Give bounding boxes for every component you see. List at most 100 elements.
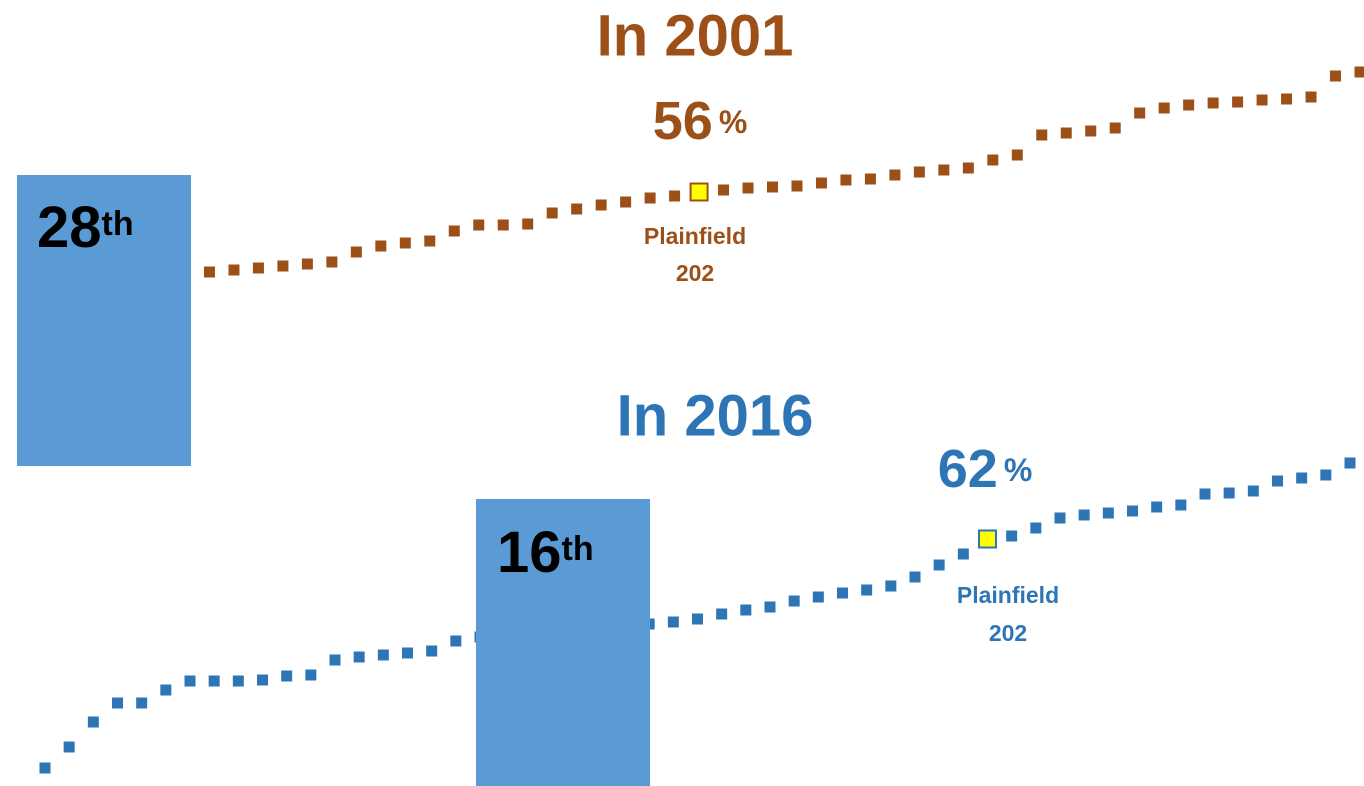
value-label: 62% xyxy=(938,439,1033,499)
rank-box xyxy=(17,175,191,466)
data-point xyxy=(257,674,268,686)
data-point xyxy=(326,256,338,268)
data-point xyxy=(1344,457,1356,469)
data-point xyxy=(718,184,730,196)
data-point xyxy=(1011,149,1023,161)
data-point xyxy=(522,218,534,230)
point-name: Plainfield xyxy=(957,582,1059,608)
data-point xyxy=(987,154,999,166)
data-point xyxy=(497,219,509,231)
data-point xyxy=(889,169,901,181)
data-point xyxy=(546,207,558,219)
data-point xyxy=(909,571,921,583)
data-point xyxy=(87,716,99,728)
data-point xyxy=(1199,488,1211,500)
data-point xyxy=(63,741,75,753)
data-point xyxy=(571,203,583,215)
data-point xyxy=(1060,127,1072,139)
rank-suffix: th xyxy=(102,205,134,243)
data-point xyxy=(1183,99,1195,111)
data-point xyxy=(742,182,754,194)
rank-number: 28 xyxy=(37,195,102,260)
data-point xyxy=(1296,472,1308,484)
data-point xyxy=(1247,485,1259,497)
data-point xyxy=(933,559,945,571)
data-point xyxy=(740,604,752,616)
data-point xyxy=(305,669,317,681)
data-point xyxy=(815,177,827,189)
data-point xyxy=(1078,509,1090,521)
data-point xyxy=(1036,129,1048,141)
data-point xyxy=(402,647,413,659)
data-point xyxy=(885,580,897,592)
data-point xyxy=(595,199,607,211)
data-point xyxy=(812,591,824,603)
data-point xyxy=(281,670,293,682)
data-point xyxy=(353,651,365,663)
data-point xyxy=(620,196,632,208)
data-point xyxy=(277,260,289,272)
data-point xyxy=(864,173,876,185)
highlight-point xyxy=(689,182,709,202)
data-point xyxy=(669,190,681,202)
data-point xyxy=(692,613,703,625)
data-point xyxy=(112,697,123,709)
data-point xyxy=(1030,522,1042,534)
point-id: 202 xyxy=(989,620,1027,646)
data-point xyxy=(1256,94,1268,106)
data-point xyxy=(1006,530,1018,542)
point-name: Plainfield xyxy=(644,223,746,249)
value-number: 56 xyxy=(653,91,713,151)
data-point xyxy=(1175,499,1187,511)
rank-box xyxy=(476,499,650,786)
data-point xyxy=(208,675,220,687)
data-point xyxy=(1305,91,1317,103)
data-point xyxy=(473,219,485,231)
data-point xyxy=(1109,122,1121,134)
data-point xyxy=(1281,93,1293,105)
data-point xyxy=(962,162,974,174)
data-point xyxy=(791,180,803,192)
rank-number: 16 xyxy=(497,520,562,585)
data-point xyxy=(1158,102,1170,114)
data-point xyxy=(39,762,51,774)
data-point xyxy=(228,264,240,276)
data-point xyxy=(1054,512,1066,524)
data-point xyxy=(788,595,800,607)
data-point xyxy=(840,174,852,186)
data-point xyxy=(1207,97,1219,109)
data-point xyxy=(667,616,679,628)
data-point xyxy=(232,675,244,687)
data-point xyxy=(1272,475,1283,487)
panel-title: In 2001 xyxy=(597,3,794,68)
data-point xyxy=(1134,107,1146,119)
data-point xyxy=(1354,66,1364,78)
data-point xyxy=(767,181,778,193)
point-id: 202 xyxy=(676,260,714,286)
data-point xyxy=(252,262,264,274)
data-point xyxy=(938,164,950,176)
data-point xyxy=(837,587,848,599)
data-point xyxy=(448,225,460,237)
data-point xyxy=(426,645,438,657)
data-point xyxy=(301,258,313,270)
data-point xyxy=(184,675,196,687)
highlight-point xyxy=(978,529,997,549)
data-point xyxy=(913,166,925,178)
data-point xyxy=(350,246,362,258)
data-point xyxy=(329,654,341,666)
data-point xyxy=(399,237,411,249)
rank-label: 16th xyxy=(497,520,594,585)
data-point xyxy=(1223,487,1235,499)
value-number: 62 xyxy=(938,439,998,499)
data-point xyxy=(1102,507,1114,519)
data-point xyxy=(1127,505,1138,517)
rank-label: 28th xyxy=(37,195,134,260)
value-unit: % xyxy=(719,104,747,140)
panel-title: In 2016 xyxy=(617,383,814,448)
data-point xyxy=(957,548,969,560)
data-point xyxy=(1330,70,1342,82)
rank-suffix: th xyxy=(562,530,594,568)
